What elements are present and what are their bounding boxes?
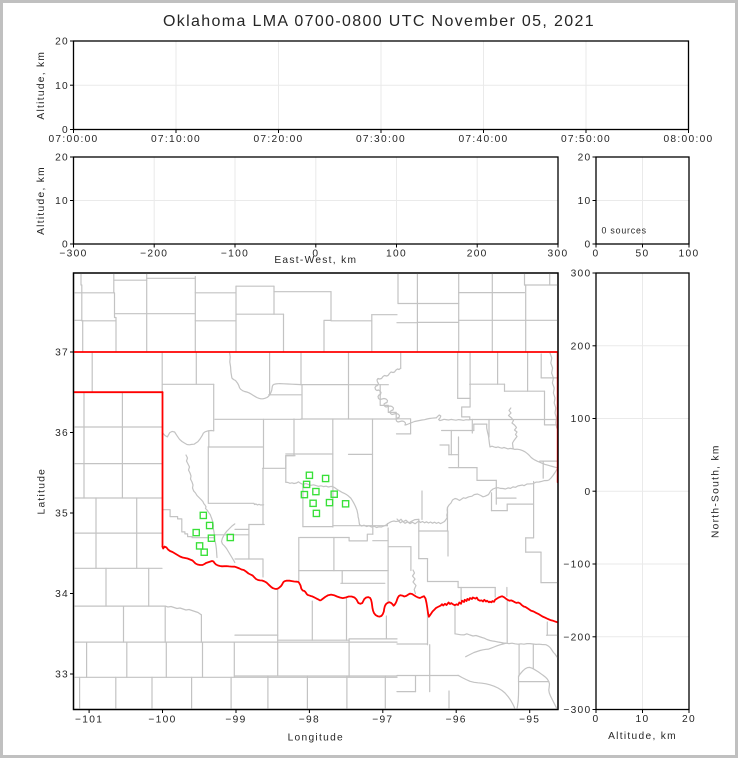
svg-text:07:00:00: 07:00:00 <box>48 134 98 145</box>
svg-text:10: 10 <box>636 714 650 725</box>
svg-text:−300: −300 <box>563 705 591 716</box>
svg-text:−200: −200 <box>140 249 168 260</box>
svg-text:07:20:00: 07:20:00 <box>253 134 303 145</box>
svg-text:−97: −97 <box>372 714 393 725</box>
svg-text:100: 100 <box>571 414 592 425</box>
svg-text:300: 300 <box>548 249 569 260</box>
svg-text:−100: −100 <box>563 560 591 571</box>
svg-text:35: 35 <box>55 509 69 520</box>
svg-text:0 sources: 0 sources <box>602 226 647 236</box>
svg-text:200: 200 <box>571 341 592 352</box>
svg-text:Altitude, km: Altitude, km <box>36 51 47 120</box>
svg-text:0: 0 <box>62 125 69 136</box>
svg-text:07:10:00: 07:10:00 <box>151 134 201 145</box>
svg-text:33: 33 <box>55 670 69 681</box>
svg-text:−100: −100 <box>221 249 249 260</box>
svg-text:0: 0 <box>585 240 592 251</box>
svg-text:0: 0 <box>585 487 592 498</box>
svg-text:10: 10 <box>55 196 69 207</box>
svg-text:36: 36 <box>55 428 69 439</box>
svg-text:0: 0 <box>593 249 600 260</box>
svg-text:Altitude, km: Altitude, km <box>36 166 47 235</box>
svg-text:−95: −95 <box>519 714 540 725</box>
svg-text:10: 10 <box>55 81 69 92</box>
svg-text:100: 100 <box>386 249 407 260</box>
svg-text:0: 0 <box>593 714 600 725</box>
svg-text:−200: −200 <box>563 632 591 643</box>
svg-text:0: 0 <box>312 249 319 260</box>
svg-text:20: 20 <box>55 37 69 48</box>
svg-text:−100: −100 <box>148 714 176 725</box>
svg-text:0: 0 <box>62 240 69 251</box>
svg-text:200: 200 <box>467 249 488 260</box>
svg-text:Oklahoma LMA 0700-0800 UTC Nov: Oklahoma LMA 0700-0800 UTC November 05, … <box>163 13 595 30</box>
svg-text:−300: −300 <box>59 249 87 260</box>
svg-text:300: 300 <box>571 269 592 280</box>
svg-text:−101: −101 <box>75 714 103 725</box>
svg-text:08:00:00: 08:00:00 <box>663 134 713 145</box>
svg-text:07:40:00: 07:40:00 <box>458 134 508 145</box>
svg-text:10: 10 <box>578 196 592 207</box>
svg-text:07:50:00: 07:50:00 <box>561 134 611 145</box>
svg-text:20: 20 <box>578 153 592 164</box>
svg-text:−96: −96 <box>446 714 467 725</box>
svg-text:East-West, km: East-West, km <box>274 255 357 266</box>
svg-text:34: 34 <box>55 589 69 600</box>
svg-text:37: 37 <box>55 348 69 359</box>
svg-text:North-South, km: North-South, km <box>711 444 722 538</box>
svg-text:Altitude, km: Altitude, km <box>608 731 677 742</box>
svg-text:−99: −99 <box>225 714 246 725</box>
svg-text:07:30:00: 07:30:00 <box>356 134 406 145</box>
svg-text:20: 20 <box>682 714 696 725</box>
svg-text:100: 100 <box>679 249 700 260</box>
svg-text:Latitude: Latitude <box>37 468 48 515</box>
svg-text:50: 50 <box>636 249 650 260</box>
svg-text:−98: −98 <box>299 714 320 725</box>
svg-text:Longitude: Longitude <box>288 733 344 744</box>
svg-text:20: 20 <box>55 153 69 164</box>
